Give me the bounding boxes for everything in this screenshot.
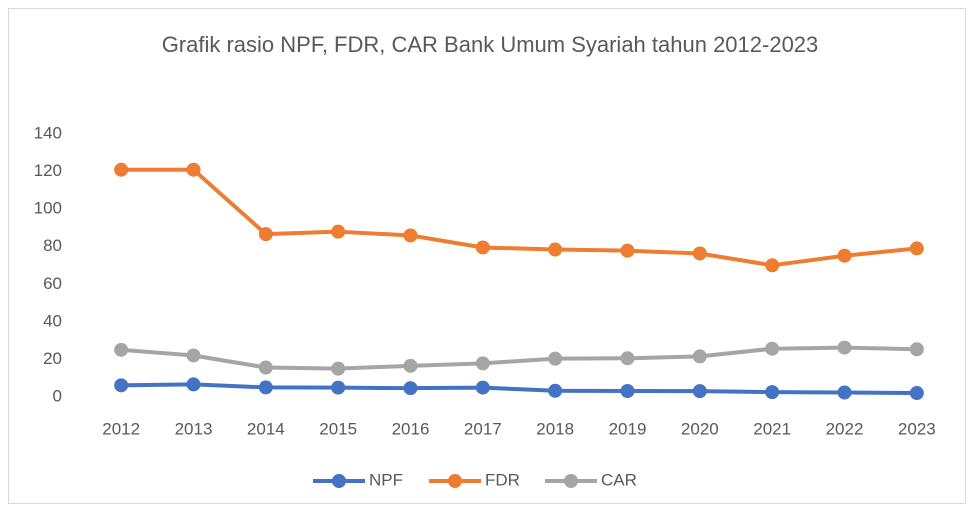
data-point (548, 243, 562, 257)
x-tick-label: 2017 (464, 419, 502, 438)
legend-marker (448, 474, 462, 488)
y-tick-label: 40 (43, 311, 62, 330)
x-tick-label: 2015 (319, 419, 357, 438)
chart-container: 0 20 40 60 80 100 120 140 2012 2013 2014 2015 2016 20… (0, 0, 975, 513)
x-tick-label: 2019 (609, 419, 647, 438)
data-point (693, 384, 707, 398)
x-tick-label: 2022 (826, 419, 864, 438)
x-tick-label: 2014 (247, 419, 285, 438)
data-point (838, 249, 852, 263)
chart: 0 20 40 60 80 100 120 140 2012 2013 2014 2015 2016 20… (0, 0, 975, 513)
data-point (476, 356, 490, 370)
data-point (693, 349, 707, 363)
y-tick-label: 80 (43, 236, 62, 255)
data-point (910, 241, 924, 255)
data-point (187, 377, 201, 391)
y-tick-label: 100 (34, 199, 62, 218)
x-tick-label: 2020 (681, 419, 719, 438)
data-point (404, 228, 418, 242)
data-point (476, 240, 490, 254)
data-point (187, 163, 201, 177)
data-point (910, 342, 924, 356)
data-point (114, 163, 128, 177)
chart-title: Grafik rasio NPF, FDR, CAR Bank Umum Sya… (120, 30, 860, 60)
data-point (114, 378, 128, 392)
data-point (259, 361, 273, 375)
data-point (621, 351, 635, 365)
data-point (765, 342, 779, 356)
data-point (838, 341, 852, 355)
y-tick-label: 120 (34, 161, 62, 180)
legend-marker (564, 474, 578, 488)
data-point (693, 246, 707, 260)
data-point (765, 385, 779, 399)
data-point (476, 381, 490, 395)
data-point (548, 384, 562, 398)
legend-label: CAR (601, 470, 637, 489)
data-point (910, 386, 924, 400)
x-tick-label: 2021 (753, 419, 791, 438)
data-point (404, 359, 418, 373)
data-point (259, 380, 273, 394)
y-tick-label: 0 (53, 386, 62, 405)
data-point (259, 227, 273, 241)
legend-label: NPF (369, 470, 403, 489)
data-point (548, 352, 562, 366)
y-tick-label: 60 (43, 274, 62, 293)
data-point (621, 384, 635, 398)
data-point (331, 381, 345, 395)
data-point (404, 381, 418, 395)
x-tick-label: 2013 (175, 419, 213, 438)
x-tick-label: 2016 (392, 419, 430, 438)
x-tick-label: 2018 (536, 419, 574, 438)
y-tick-label: 140 (34, 123, 62, 142)
legend-label: FDR (485, 470, 520, 489)
data-point (838, 385, 852, 399)
data-point (187, 348, 201, 362)
data-point (621, 244, 635, 258)
x-tick-label: 2023 (898, 419, 936, 438)
data-point (765, 258, 779, 272)
data-point (331, 362, 345, 376)
y-tick-label: 20 (43, 349, 62, 368)
x-tick-label: 2012 (102, 419, 140, 438)
data-point (114, 343, 128, 357)
legend-marker (332, 474, 346, 488)
data-point (331, 225, 345, 239)
